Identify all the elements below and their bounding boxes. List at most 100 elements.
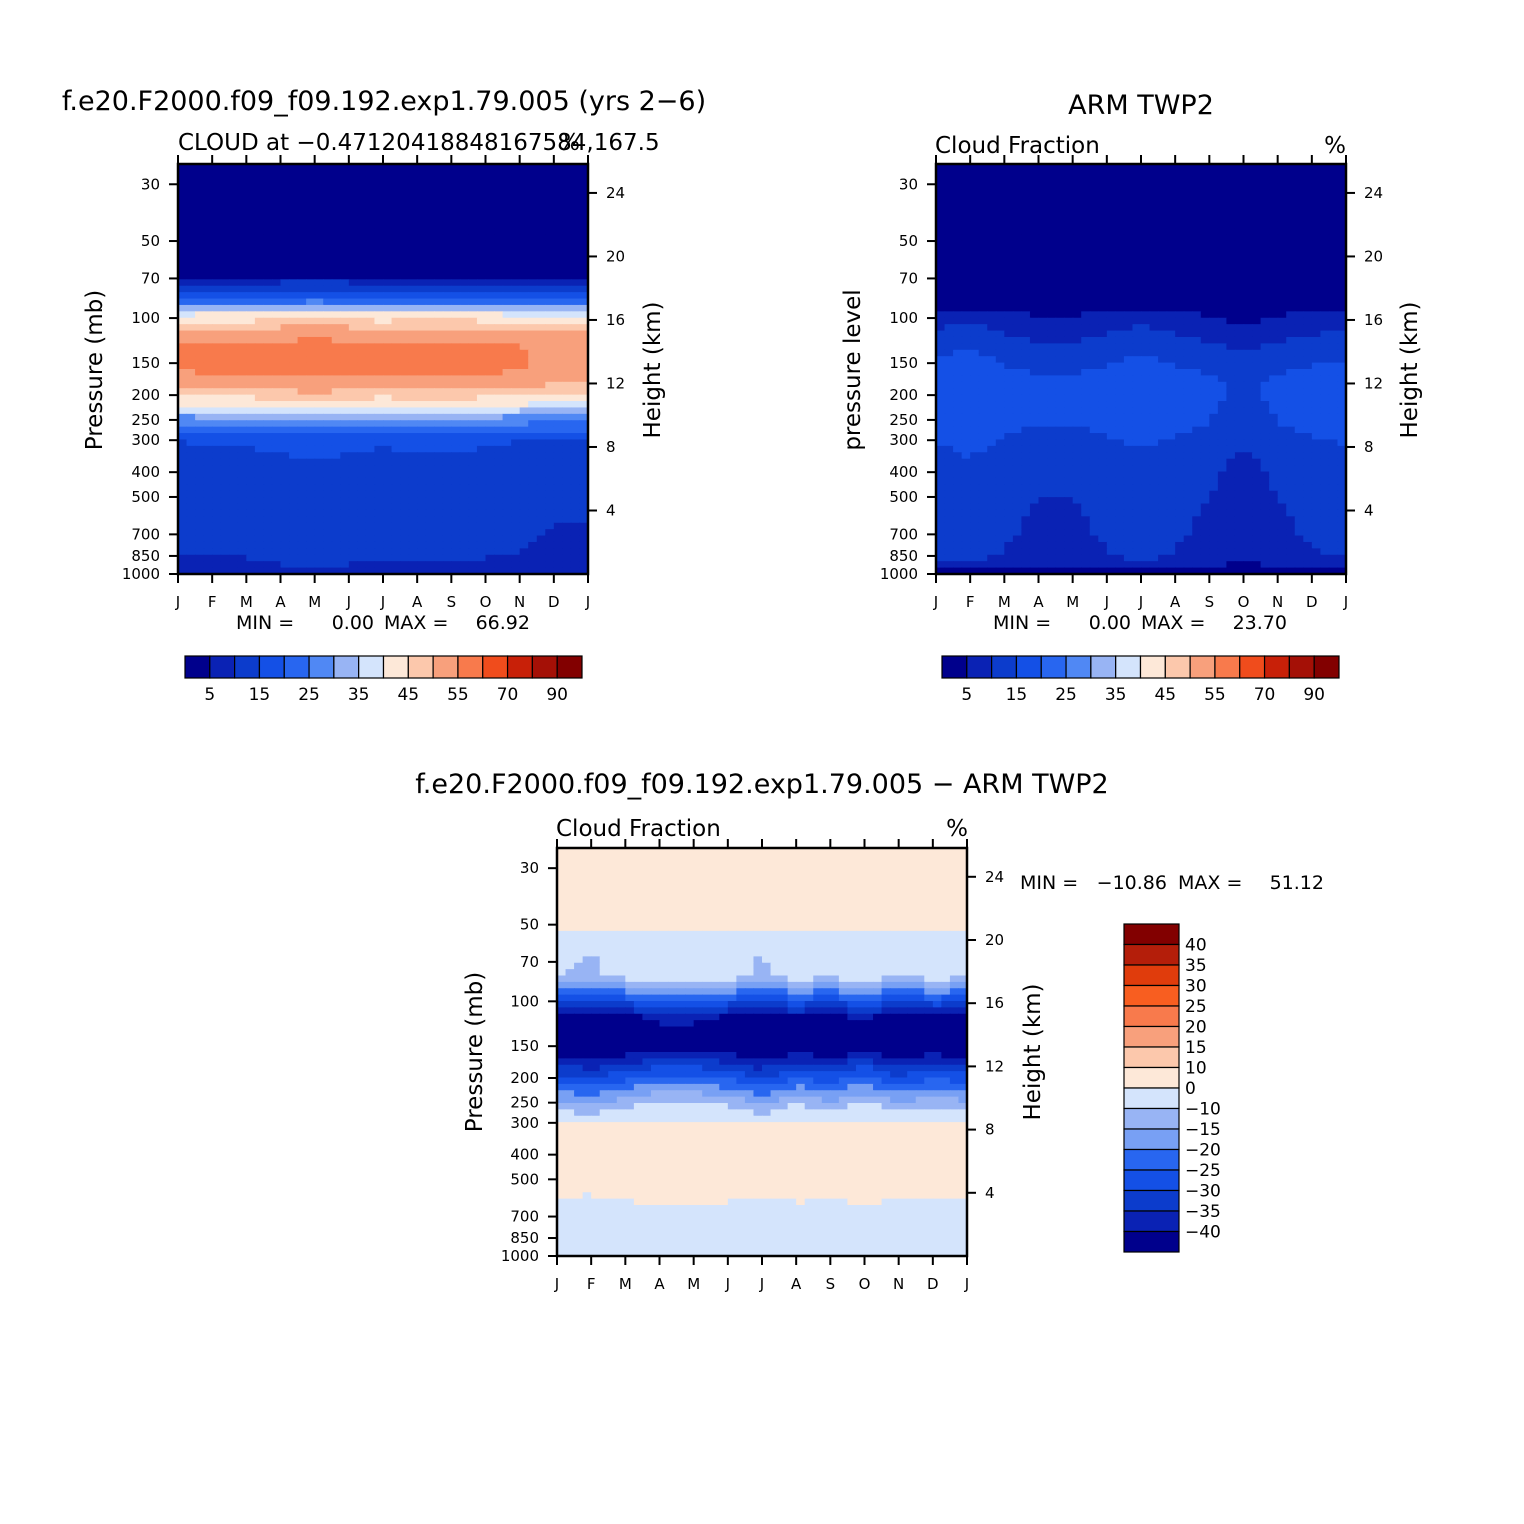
obs-cell [944,208,954,216]
model-cell [383,388,393,396]
model-cell [468,529,478,537]
model-cell [442,452,452,460]
obs-cell [995,189,1005,197]
obs-cell [987,317,997,325]
model-cell [442,164,452,172]
obs-cell [1132,189,1142,197]
obs-cell [1320,221,1330,229]
model-cell [545,567,555,575]
model-cell [340,439,350,447]
obs-cell [1192,317,1202,325]
obs-cell [1123,260,1134,268]
model-cell [408,234,418,242]
model-cell [340,388,350,396]
model-cell [562,554,572,562]
model-cell [579,554,589,562]
obs-cell [1047,330,1057,338]
obs-cell [995,279,1005,287]
obs-cell [1192,311,1202,319]
model-cell [451,292,461,300]
obs-cell [1115,330,1125,338]
obs-cell [1303,394,1313,402]
model-cell [203,215,213,223]
obs-cell [1226,311,1236,319]
obs-cell [1089,234,1099,242]
obs-cell [1132,279,1142,287]
model-cell [306,375,316,383]
model-cell [502,401,512,409]
model-cell [511,548,521,556]
model-cell [451,561,461,569]
obs-cell [1021,336,1031,344]
model-cell [271,349,282,357]
obs-cell [1141,388,1151,396]
model-cell [570,471,581,479]
obs-cell [1149,298,1159,306]
model-cell [246,471,256,479]
model-cell [271,208,282,216]
model-cell [203,298,213,306]
model-cell [391,490,401,498]
model-cell [195,292,205,300]
model-cell [417,452,427,460]
obs-cell [936,285,946,293]
obs-cell [1115,215,1125,223]
obs-cell [1303,298,1313,306]
model-cell [502,394,512,402]
model-cell [340,401,350,409]
obs-cell [1234,272,1245,280]
model-cell [536,375,546,383]
model-cell [519,407,529,415]
obs-cell [1166,266,1176,274]
obs-cell [970,272,980,280]
model-cell [417,176,427,184]
obs-cell [1115,247,1125,255]
model-cell [348,292,358,300]
obs-cell [1029,330,1040,338]
obs-cell [953,311,963,319]
model-cell [229,381,239,389]
model-cell [229,240,239,248]
obs-cell [1320,285,1330,293]
obs-cell [1328,170,1339,178]
model-cell [348,253,358,261]
obs-cell [1098,196,1108,204]
obs-cell [1115,381,1125,389]
obs-cell [1004,234,1014,242]
obs-cell [1149,228,1159,236]
model-cell [212,388,222,396]
obs-cell [1047,189,1057,197]
obs-cell [1055,311,1065,319]
model-cell [442,433,452,441]
obs-cell [1081,228,1091,236]
obs-cell [1047,401,1057,409]
model-cell [178,445,188,453]
obs-cell [1226,260,1236,268]
model-cell [229,311,239,319]
model-cell [553,298,563,306]
obs-cell [1260,292,1270,300]
obs-cell [1115,343,1125,351]
obs-cell [1294,170,1304,178]
model-cell [528,407,538,415]
obs-cell [1055,279,1065,287]
model-cell [237,516,247,524]
obs-cell [1260,330,1270,338]
model-cell [570,516,581,524]
model-cell [519,413,529,421]
model-cell [383,298,393,306]
obs-cell [1234,189,1245,197]
model-cell [237,240,247,248]
obs-cell [1158,253,1168,261]
model-cell [246,266,256,274]
model-cell [502,356,512,364]
model-cell [323,260,333,268]
model-cell [374,433,384,441]
model-cell [425,362,435,370]
obs-cell [1286,324,1296,332]
obs-cell [1328,388,1339,396]
obs-cell [1269,260,1279,268]
obs-cell [1029,349,1040,357]
model-cell [485,439,495,447]
model-cell [237,548,247,556]
